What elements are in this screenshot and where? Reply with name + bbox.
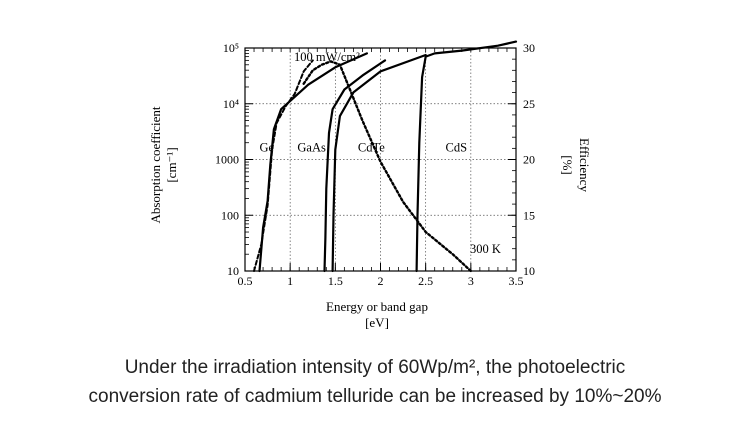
power-annotation: 100 mW/cm² [294,50,360,64]
x-tick-label: 2.5 [418,274,433,288]
x-axis-label: Energy or band gap [326,299,428,314]
minor-ticks [244,47,517,272]
x-tick-label: 0.5 [238,274,253,288]
series-line-si-dashed [253,59,314,272]
y-right-tick-label: 20 [523,153,535,167]
series-labels: Ge GaAs CdTe CdS [259,140,467,154]
gridlines [245,48,516,271]
caption-line-2: conversion rate of cadmium telluride can… [88,386,662,407]
y-left-axis-label: Absorption coefficient [148,106,163,223]
x-tick-label: 2 [378,274,384,288]
y-left-tick-label: 10⁵ [223,41,239,55]
series-label-ge: Ge [259,140,274,154]
x-tick-label: 3.5 [509,274,524,288]
x-tick-label: 1 [287,274,293,288]
series-label-gaas: GaAs [297,140,326,154]
y-left-tick-label: 100 [221,208,239,222]
series-line-ge [258,52,368,273]
y-right-axis-ticks: 10 15 20 25 30 [508,41,535,278]
temperature-annotation: 300 K [470,242,501,256]
band-gap-chart: 0.5 1 1.5 2 2.5 3 3.5 10 100 1000 10⁴ 10⁵ 10 15 20 25… [148,40,592,330]
series-label-cds: CdS [446,140,468,154]
series-line-cds [415,40,518,273]
chart-series [253,40,518,273]
y-right-tick-label: 30 [523,41,535,55]
y-left-tick-label: 10 [227,264,239,278]
caption-line-1: Under the irradiation intensity of 60Wp/… [124,357,626,378]
x-axis-unit: [eV] [365,315,389,330]
series-line-efficiency [302,60,472,273]
y-right-tick-label: 10 [523,264,535,278]
series-line-cdte [331,53,427,273]
series-label-cdte: CdTe [358,140,385,154]
y-right-axis-label: Efficiency [577,138,592,192]
series-line-gaas [323,59,387,273]
y-left-axis-unit: [cm⁻¹] [164,147,179,182]
x-axis-ticks: 0.5 1 1.5 2 2.5 3 3.5 [238,263,524,288]
y-right-axis-unit: [%] [560,155,575,175]
x-tick-label: 3 [468,274,474,288]
y-right-tick-label: 15 [523,208,535,222]
y-left-tick-label: 10⁴ [223,97,239,111]
y-left-tick-label: 1000 [215,153,239,167]
y-right-tick-label: 25 [523,97,535,111]
x-tick-label: 1.5 [328,274,343,288]
y-left-axis-ticks: 10 100 1000 10⁴ 10⁵ [215,41,253,278]
